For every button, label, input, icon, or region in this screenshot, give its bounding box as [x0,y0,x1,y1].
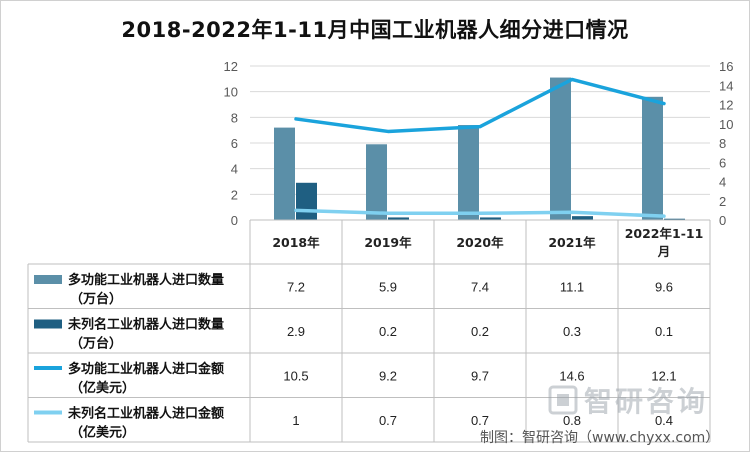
bar [480,217,501,220]
data-cell-value: 0.4 [655,413,673,428]
series-line [294,208,666,218]
data-cell-value: 12.1 [651,368,676,383]
data-cell-value: 9.6 [655,279,673,294]
y-left-tick-label: 8 [231,110,238,125]
data-cell-value: 9.2 [379,368,397,383]
bar [274,127,295,220]
data-cell-value: 14.6 [559,368,584,383]
data-cell-value: 0.2 [379,324,397,339]
data-cell-value: 2.9 [287,324,305,339]
y-left-tick-label: 12 [224,59,238,74]
x-category-label: 2018年 [272,235,320,250]
data-cell-value: 0.2 [471,324,489,339]
y-right-tick-label: 14 [719,78,733,93]
bar [664,218,685,220]
watermark-logo-icon [548,385,578,415]
bar [550,77,571,220]
legend-swatch [34,319,62,329]
x-category-label: 2019年 [364,235,412,250]
data-cell-value: 11.1 [560,279,584,294]
y-right-tick-label: 2 [719,194,726,209]
legend-label: 多功能工业机器人进口数量（万台） [68,272,224,307]
data-cell-value: 0.3 [563,324,581,339]
series-line [294,77,666,134]
x-category-label: 2022年1-11 月 [625,226,704,259]
y-left-tick-label: 6 [231,136,238,151]
y-right-tick-label: 0 [719,213,726,228]
y-left-tick-label: 10 [224,85,238,100]
chart-title: 2018-2022年1-11月中国工业机器人细分进口情况 [121,18,629,42]
y-right-tick-label: 8 [719,136,726,151]
y-left-tick-label: 0 [231,213,238,228]
chart-credit: 制图：智研咨询（www.chyxx.com） [480,430,720,446]
data-cell-value: 0.8 [563,413,581,428]
bar [572,216,593,220]
data-cell-value: 0.1 [655,324,673,339]
legend-swatch [34,275,62,284]
data-cell-value: 10.5 [283,368,308,383]
y-left-tick-label: 4 [231,162,238,177]
y-left-tick-label: 2 [231,187,238,202]
data-cell-value: 0.7 [471,413,489,428]
legend-label: 未列名工业机器人进口数量（万台） [67,317,224,352]
data-cell-value: 0.7 [379,413,397,428]
x-category-label: 2020年 [456,235,504,250]
y-right-tick-label: 6 [719,155,726,170]
bar [296,182,317,220]
legend-label: 未列名工业机器人进口金额（亿美元） [67,406,224,441]
y-right-tick-label: 10 [719,117,733,132]
watermark: 智研咨询 [548,380,708,420]
y-right-tick-label: 4 [719,175,726,190]
data-cell-value: 7.2 [287,279,305,294]
data-cell-value: 5.9 [379,279,397,294]
legend-label: 多功能工业机器人进口金额（亿美元） [68,361,224,396]
x-category-label: 2021年 [548,235,596,250]
bar [458,125,479,220]
data-cell-value: 1 [292,413,299,428]
bar [366,144,387,220]
watermark-text: 智研咨询 [584,385,709,418]
bar [642,96,663,220]
y-right-tick-label: 16 [719,59,733,74]
data-cell-value: 7.4 [471,279,489,294]
y-right-tick-label: 12 [719,98,733,113]
bar [388,217,409,220]
data-cell-value: 9.7 [471,368,489,383]
